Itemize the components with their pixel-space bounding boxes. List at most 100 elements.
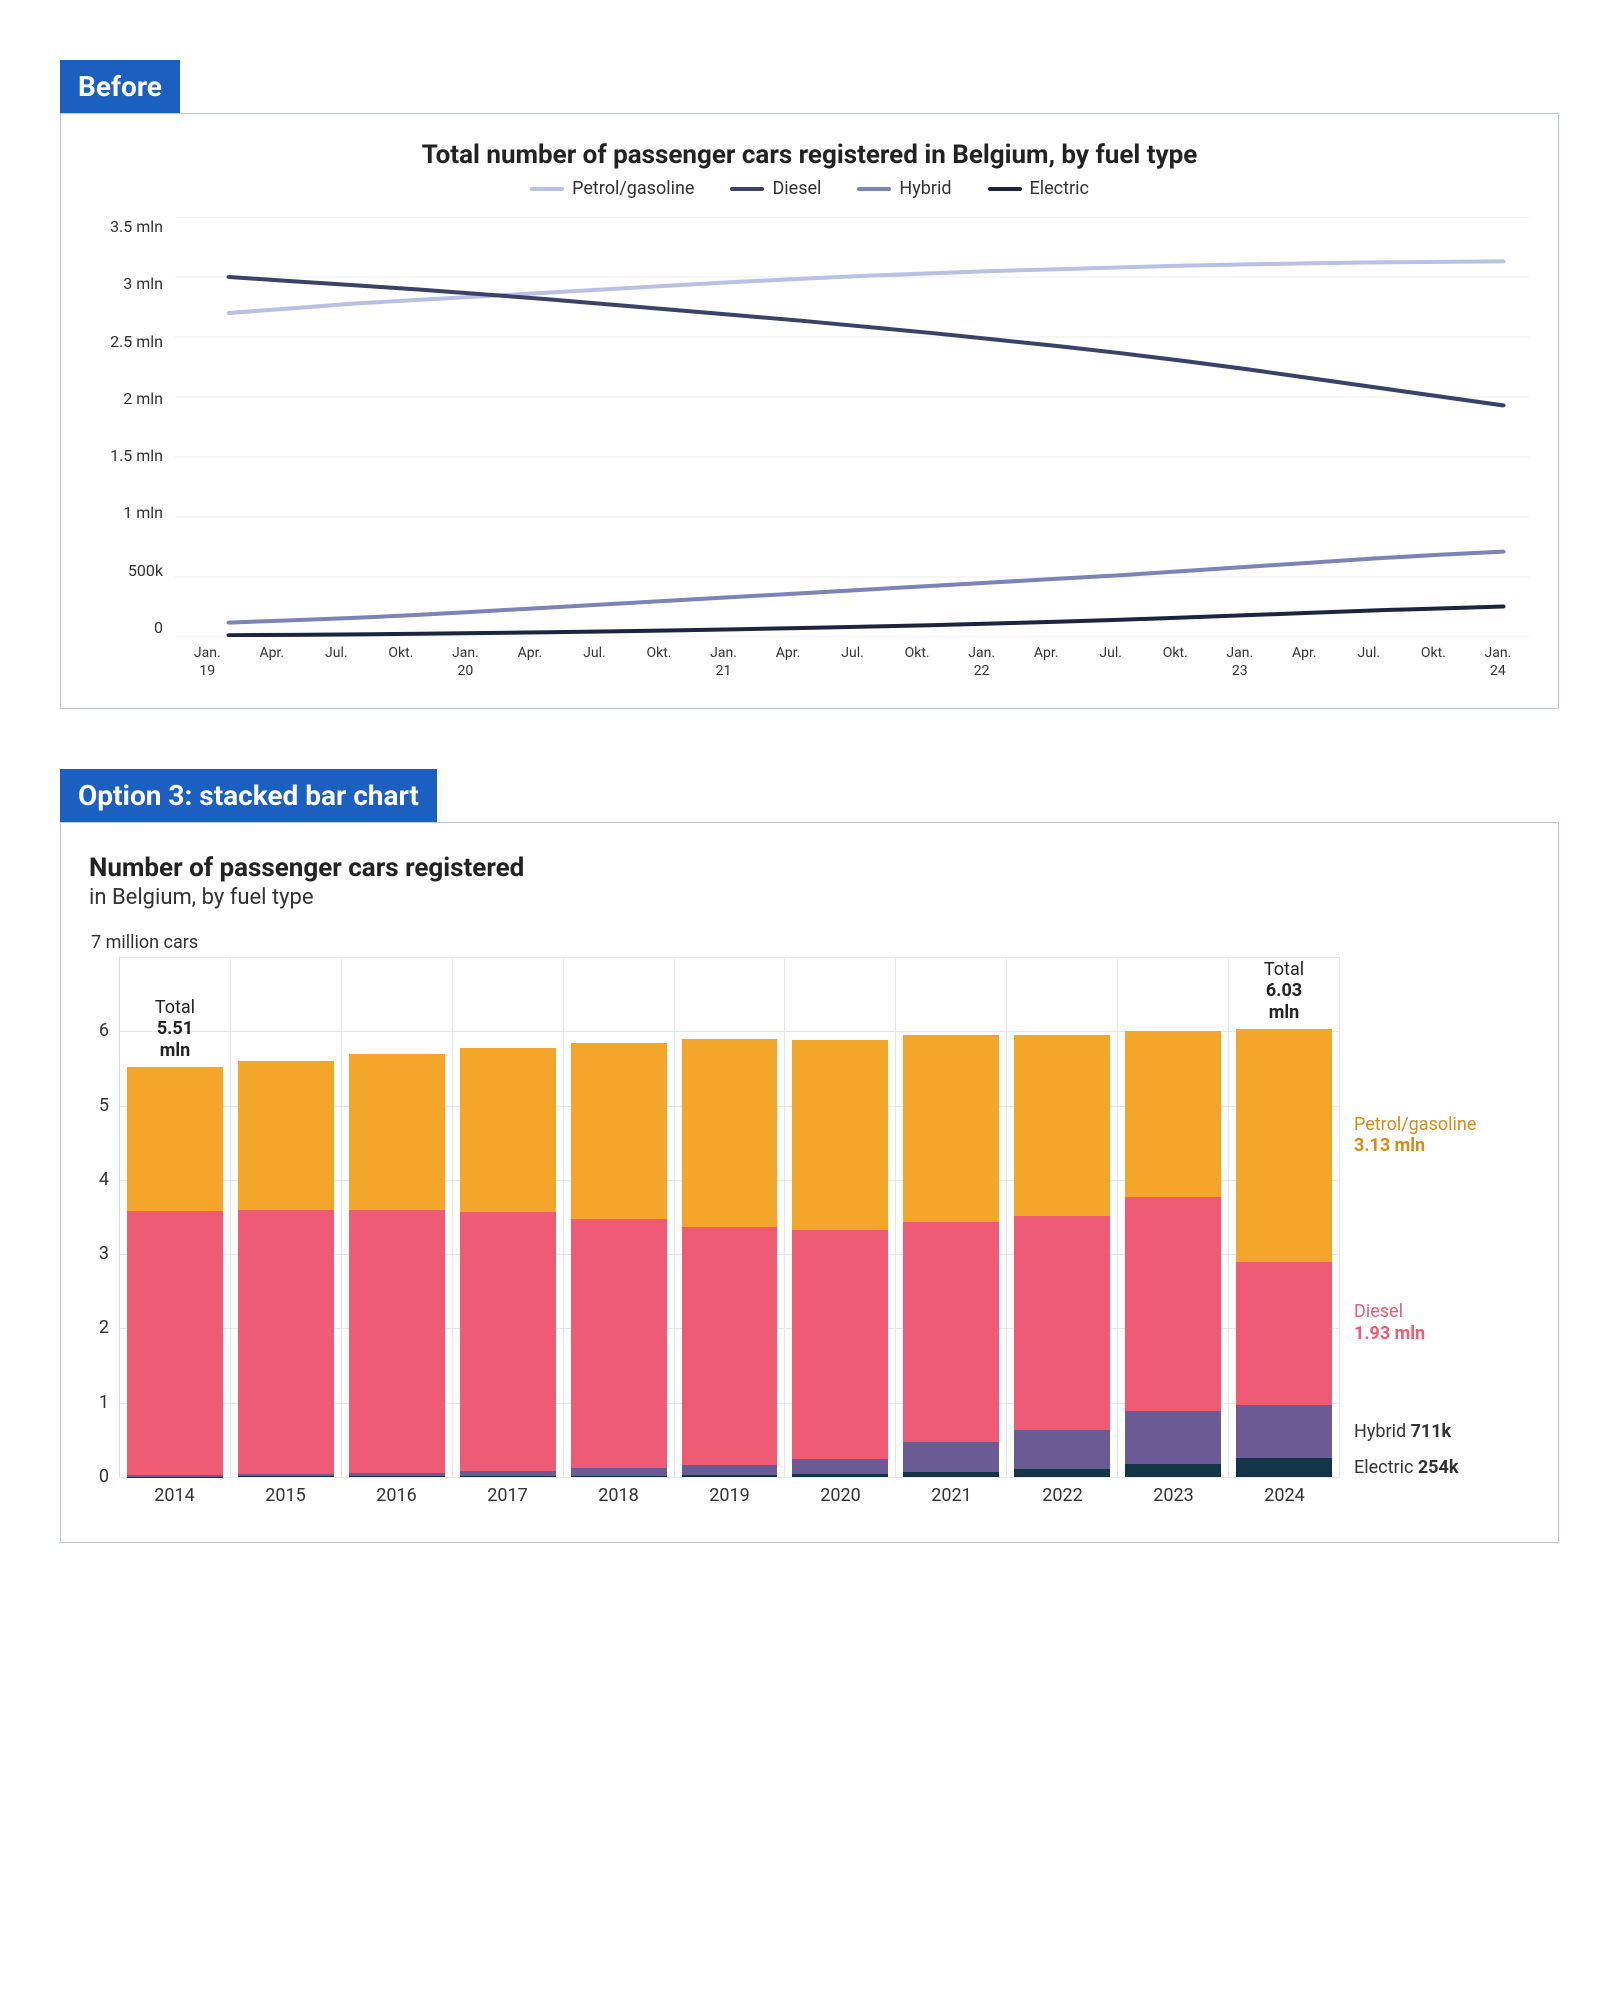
x-tick: Jul. bbox=[820, 645, 885, 680]
legend-label: Petrol/gasoline bbox=[572, 178, 694, 199]
legend-item: Petrol/gasoline bbox=[530, 178, 694, 199]
legend-swatch bbox=[730, 187, 764, 191]
legend-item: Electric bbox=[988, 178, 1089, 199]
bar bbox=[571, 1043, 667, 1477]
option3-badge: Option 3: stacked bar chart bbox=[60, 769, 437, 822]
bar-segment-electric bbox=[792, 1474, 888, 1477]
x-tick: Apr. bbox=[1014, 645, 1079, 680]
bar bbox=[460, 1048, 556, 1477]
bar-column bbox=[231, 957, 342, 1477]
bar-segment-electric bbox=[903, 1472, 999, 1477]
bar-segment-petrol-gasoline bbox=[1236, 1029, 1332, 1262]
x-tick: 2023 bbox=[1118, 1485, 1229, 1506]
bar-segment-diesel bbox=[903, 1222, 999, 1442]
y-tick: 5 bbox=[99, 1095, 109, 1116]
bar-column bbox=[675, 957, 786, 1477]
line-petrol-gasoline bbox=[229, 261, 1503, 313]
bar-segment-diesel bbox=[1014, 1216, 1110, 1430]
x-tick: Jan.21 bbox=[691, 645, 756, 680]
bar-segment-petrol-gasoline bbox=[682, 1039, 778, 1227]
bar bbox=[349, 1054, 445, 1477]
bar-segment-petrol-gasoline bbox=[127, 1067, 223, 1211]
bar-segment-electric bbox=[571, 1476, 667, 1477]
bar-column bbox=[564, 957, 675, 1477]
bar-segment-petrol-gasoline bbox=[903, 1035, 999, 1222]
bar-segment-diesel bbox=[460, 1212, 556, 1471]
y-tick: 0 bbox=[99, 1466, 109, 1487]
x-tick: Jan.23 bbox=[1208, 645, 1273, 680]
bar-column: Total6.03 mln bbox=[1229, 957, 1340, 1477]
y-tick: 1 bbox=[99, 1392, 109, 1413]
line-chart-svg bbox=[175, 217, 1530, 637]
line-chart-title: Total number of passenger cars registere… bbox=[89, 140, 1530, 170]
line-diesel bbox=[229, 277, 1503, 405]
y-tick: 6 bbox=[99, 1020, 109, 1041]
legend-item: Hybrid bbox=[857, 178, 951, 199]
x-tick: Jul. bbox=[1337, 645, 1402, 680]
y-tick: 3 mln bbox=[89, 274, 163, 293]
x-tick: Okt. bbox=[627, 645, 692, 680]
x-tick: 2020 bbox=[785, 1485, 896, 1506]
x-tick: 2017 bbox=[452, 1485, 563, 1506]
stacked-bar-ymax-label: 7 million cars bbox=[91, 932, 1530, 953]
bar-segment-electric bbox=[349, 1476, 445, 1477]
bar bbox=[1014, 1035, 1110, 1477]
option3-panel: Number of passenger cars registered in B… bbox=[60, 822, 1559, 1543]
legend-label: Diesel bbox=[772, 178, 821, 199]
bar-column bbox=[1007, 957, 1118, 1477]
bar-segment-electric bbox=[238, 1476, 334, 1477]
bar-segment-petrol-gasoline bbox=[571, 1043, 667, 1219]
x-tick: Jul. bbox=[1078, 645, 1143, 680]
callout: Total6.03 mln bbox=[1257, 959, 1312, 1024]
bar-column bbox=[453, 957, 564, 1477]
y-tick: 2.5 mln bbox=[89, 332, 163, 351]
bar-segment-electric bbox=[1014, 1469, 1110, 1477]
bar-segment-electric bbox=[682, 1475, 778, 1477]
y-tick: 2 bbox=[99, 1317, 109, 1338]
bar bbox=[1125, 1031, 1221, 1477]
x-tick: Okt. bbox=[369, 645, 434, 680]
x-tick: 2016 bbox=[341, 1485, 452, 1506]
bar-segment-hybrid bbox=[903, 1442, 999, 1472]
stacked-bar-title-bold: Number of passenger cars registered bbox=[89, 853, 1530, 883]
bar-segment-electric bbox=[1125, 1464, 1221, 1477]
y-tick: 4 bbox=[99, 1169, 109, 1190]
bar-column bbox=[342, 957, 453, 1477]
x-tick: Okt. bbox=[1401, 645, 1466, 680]
line-chart-plot bbox=[175, 217, 1530, 637]
bar-segment-hybrid bbox=[1014, 1430, 1110, 1469]
x-tick: 2014 bbox=[119, 1485, 230, 1506]
y-tick: 1 mln bbox=[89, 503, 163, 522]
right-label: Diesel1.93 mln bbox=[1354, 1301, 1425, 1344]
x-tick: Jan.22 bbox=[949, 645, 1014, 680]
bar-segment-diesel bbox=[682, 1227, 778, 1465]
bar-segment-petrol-gasoline bbox=[1014, 1035, 1110, 1216]
x-tick: Apr. bbox=[756, 645, 821, 680]
legend-swatch bbox=[857, 187, 891, 191]
bar-segment-hybrid bbox=[1236, 1405, 1332, 1458]
bar-segment-petrol-gasoline bbox=[1125, 1031, 1221, 1197]
bar-segment-petrol-gasoline bbox=[460, 1048, 556, 1212]
bar bbox=[792, 1040, 888, 1477]
legend-label: Hybrid bbox=[899, 178, 951, 199]
bar bbox=[127, 1067, 223, 1477]
bar bbox=[238, 1061, 334, 1478]
x-tick: Jan.20 bbox=[433, 645, 498, 680]
before-panel: Total number of passenger cars registere… bbox=[60, 113, 1559, 709]
x-tick: 2021 bbox=[896, 1485, 1007, 1506]
bar bbox=[1236, 1029, 1332, 1477]
x-tick: Jul. bbox=[562, 645, 627, 680]
legend-item: Diesel bbox=[730, 178, 821, 199]
y-tick: 3 bbox=[99, 1243, 109, 1264]
bar-segment-diesel bbox=[238, 1210, 334, 1474]
bar-segment-electric bbox=[460, 1476, 556, 1477]
stacked-bar-xaxis: 2014201520162017201820192020202120222023… bbox=[119, 1485, 1340, 1506]
bar-segment-diesel bbox=[1125, 1197, 1221, 1411]
bar-segment-hybrid bbox=[682, 1465, 778, 1475]
bar-segment-petrol-gasoline bbox=[238, 1061, 334, 1210]
bar-column bbox=[1118, 957, 1229, 1477]
y-tick: 3.5 mln bbox=[89, 217, 163, 236]
bar bbox=[682, 1039, 778, 1477]
y-tick: 1.5 mln bbox=[89, 446, 163, 465]
x-tick: Apr. bbox=[240, 645, 305, 680]
